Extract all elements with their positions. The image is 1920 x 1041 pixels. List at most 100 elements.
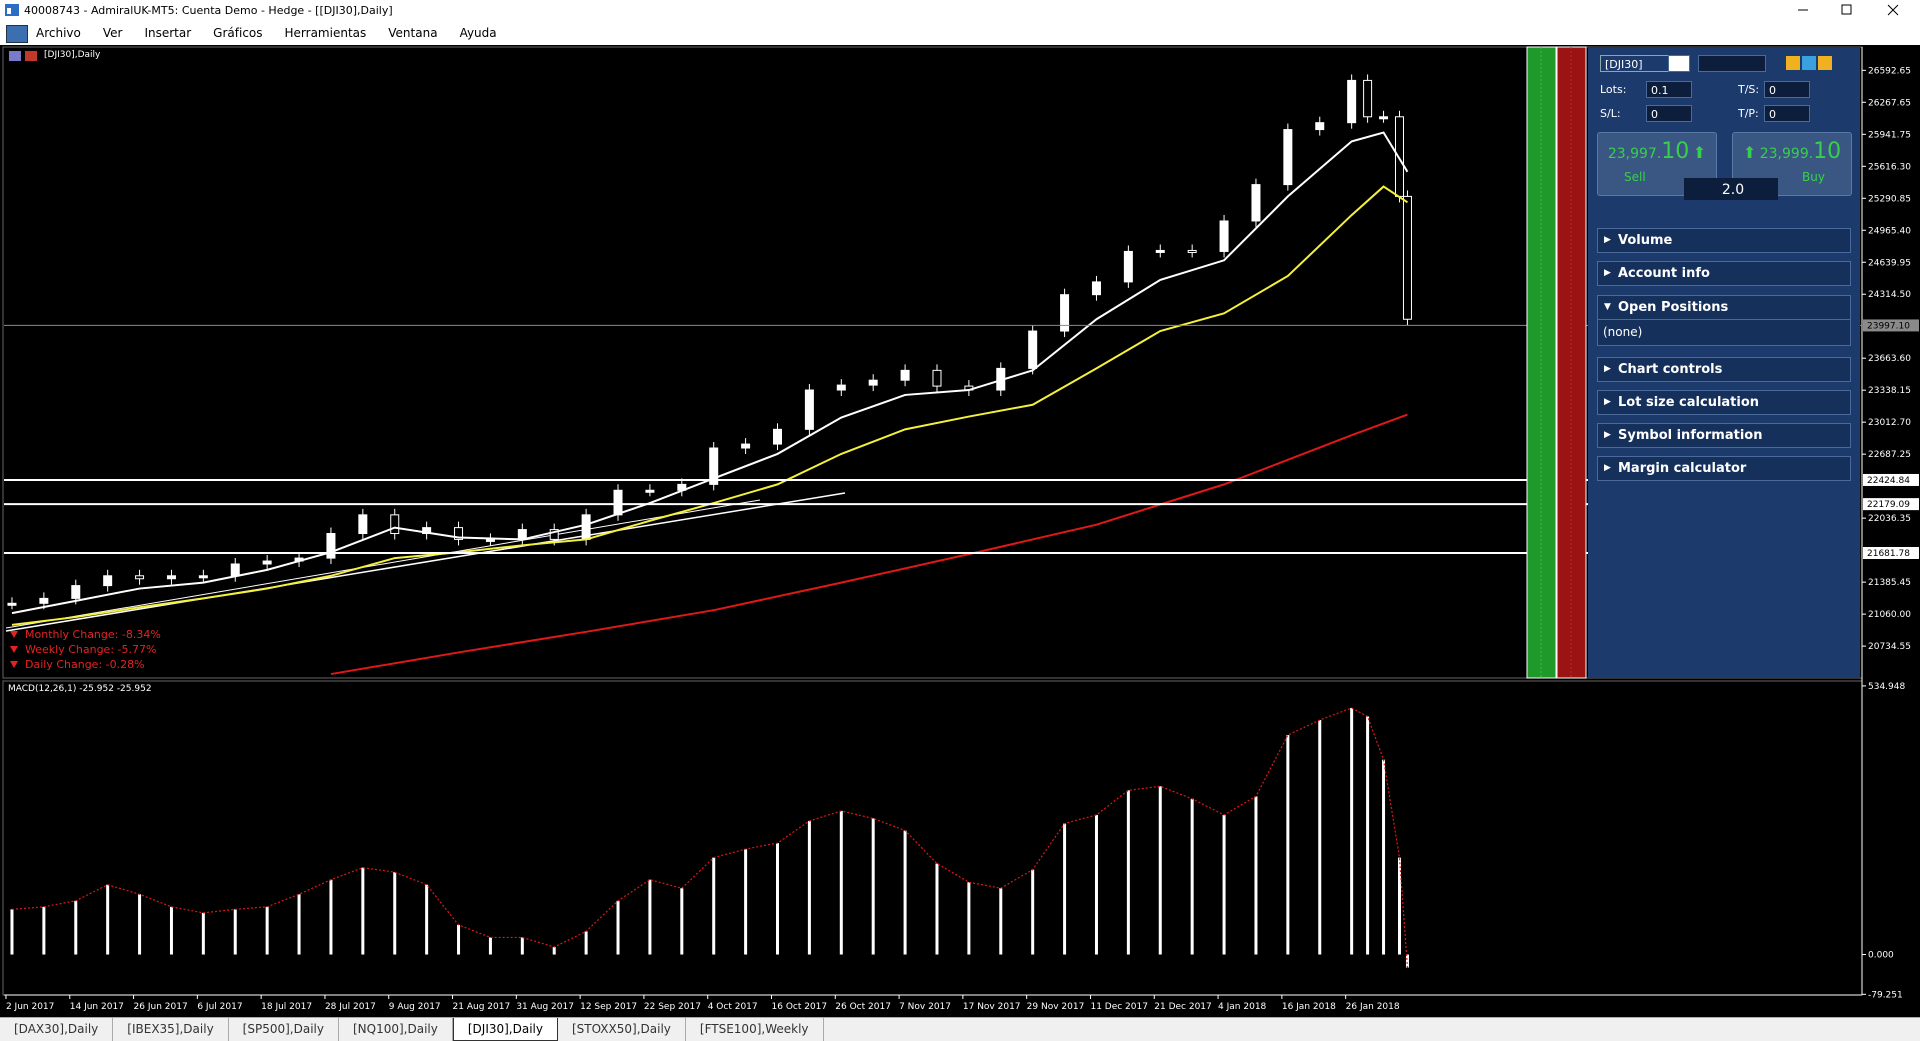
tab[interactable]: [DAX30],Daily: [0, 1018, 114, 1041]
candle-body: [1402, 195, 1412, 320]
macd-bar: [839, 810, 843, 955]
y-tick-label: 0.000: [1868, 951, 1894, 961]
section-header[interactable]: ▶ Margin calculator: [1597, 456, 1851, 481]
section-title: Account info: [1618, 266, 1710, 281]
expand-button[interactable]: [1818, 56, 1832, 70]
candle-body: [1091, 281, 1101, 296]
section-arrow: ▶: [1604, 463, 1611, 473]
section-header[interactable]: ▶ Chart controls: [1597, 357, 1851, 382]
section-header[interactable]: ▶ Symbol information: [1597, 423, 1851, 448]
y-tick-label: 25941.75: [1868, 130, 1911, 140]
section-header[interactable]: ▼ Open Positions: [1597, 295, 1851, 320]
candle-body: [166, 575, 176, 580]
tp-input[interactable]: 0: [1764, 105, 1810, 122]
y-tick-label: 534.948: [1868, 682, 1905, 692]
section-header[interactable]: ▶ Lot size calculation: [1597, 390, 1851, 415]
dropdown-button[interactable]: [1668, 55, 1690, 72]
candle-body: [262, 560, 272, 565]
tab[interactable]: [SP500],Daily: [229, 1018, 339, 1041]
macd-bar: [871, 818, 875, 955]
menu-item[interactable]: Insertar: [144, 26, 192, 40]
level-tag-label: 22179.09: [1867, 500, 1910, 510]
y-tick-label: 23663.60: [1868, 354, 1911, 364]
macd-bar: [935, 863, 939, 955]
x-tick-label: 22 Sep 2017: [644, 1002, 701, 1012]
close[interactable]: [1887, 4, 1899, 16]
macd-bar: [1366, 716, 1370, 955]
menu-item[interactable]: Gráficos: [213, 26, 263, 40]
symbol-field[interactable]: [1698, 55, 1766, 72]
menu-item[interactable]: Ventana: [388, 26, 438, 40]
x-tick-label: 14 Jun 2017: [70, 1002, 124, 1012]
macd-bar: [1031, 869, 1035, 955]
title-bar: 40008743 - AdmiralUK-MT5: Cuenta Demo - …: [0, 0, 1920, 21]
sl-label: S/L:: [1600, 107, 1621, 120]
tab[interactable]: [STOXX50],Daily: [558, 1018, 686, 1041]
macd-bar: [201, 912, 205, 955]
macd-bar: [520, 937, 524, 955]
down-arrow: [10, 661, 18, 668]
copy-button[interactable]: [1786, 56, 1800, 70]
section-arrow: ▶: [1604, 397, 1611, 407]
x-tick-label: 17 Nov 2017: [963, 1002, 1021, 1012]
macd-bar: [1318, 720, 1322, 955]
menu-item[interactable]: Ver: [102, 26, 123, 40]
macd-bar: [1286, 735, 1290, 955]
y-tick-label: 24965.40: [1868, 226, 1911, 236]
macd-bar: [169, 906, 173, 955]
volume-input[interactable]: 2.0: [1684, 178, 1778, 200]
ts-input[interactable]: 0: [1764, 81, 1810, 98]
candle-body: [804, 389, 814, 430]
macd-bar: [1254, 796, 1258, 955]
restore[interactable]: [1841, 4, 1852, 15]
candle-body: [326, 533, 336, 559]
sl-input[interactable]: 0: [1646, 105, 1692, 122]
down-arrow: [10, 646, 18, 653]
candle-body: [71, 585, 81, 599]
settings-button[interactable]: [1802, 56, 1816, 70]
candle-body: [932, 369, 942, 387]
macd-bar: [1350, 707, 1354, 955]
price-tag-label: 23997.10: [1867, 321, 1910, 331]
macd-bar: [425, 884, 429, 955]
candle-body: [454, 527, 464, 540]
lots-input[interactable]: 0.1: [1646, 81, 1692, 98]
x-tick-label: 29 Nov 2017: [1027, 1002, 1085, 1012]
tab[interactable]: [FTSE100],Weekly: [686, 1018, 824, 1041]
lots-label: Lots:: [1600, 83, 1627, 96]
macd-bar: [329, 879, 333, 955]
buy-pips: 10: [1813, 139, 1842, 164]
window-controls[interactable]: [1780, 0, 1920, 21]
menu-item[interactable]: Herramientas: [284, 26, 367, 40]
section-arrow: ▼: [1604, 302, 1611, 312]
menu-item[interactable]: Ayuda: [459, 26, 497, 40]
macd-bar: [10, 909, 14, 955]
macd-bar: [1405, 954, 1409, 968]
tab[interactable]: [NQ100],Daily: [339, 1018, 453, 1041]
y-tick-label: 20734.55: [1868, 642, 1911, 652]
macd-bar: [1094, 814, 1098, 955]
y-tick-label: 25616.30: [1868, 162, 1911, 172]
section-title: Margin calculator: [1618, 461, 1747, 476]
macd-bar: [106, 884, 110, 955]
menu-bar: Archivo Ver Insertar Gráficos Herramientas Ve…: [0, 21, 1920, 46]
section-title: Chart controls: [1618, 362, 1723, 377]
section-header[interactable]: ▶ Volume: [1597, 228, 1851, 253]
x-tick-label: 2 Jun 2017: [6, 1002, 54, 1012]
menu-item[interactable]: Archivo: [36, 26, 81, 40]
tab[interactable]: [IBEX35],Daily: [113, 1018, 229, 1041]
section-body: (none): [1597, 319, 1851, 346]
candle-body: [103, 575, 113, 587]
sl: 0: [1651, 108, 1658, 121]
tab[interactable]: [DJI30],Daily: [452, 1018, 558, 1041]
candle-body: [868, 379, 878, 386]
macd-bar: [680, 888, 684, 955]
symbol-select[interactable]: [DJI30]: [1600, 55, 1690, 72]
candle-body: [900, 369, 910, 381]
x-tick-label: 7 Nov 2017: [899, 1002, 951, 1012]
candle-body: [1394, 116, 1404, 197]
section-header[interactable]: ▶ Account info: [1597, 261, 1851, 286]
chart-title: MACD(12,26,1) -25.952 -25.952: [8, 684, 152, 694]
candle-body: [1283, 129, 1293, 186]
